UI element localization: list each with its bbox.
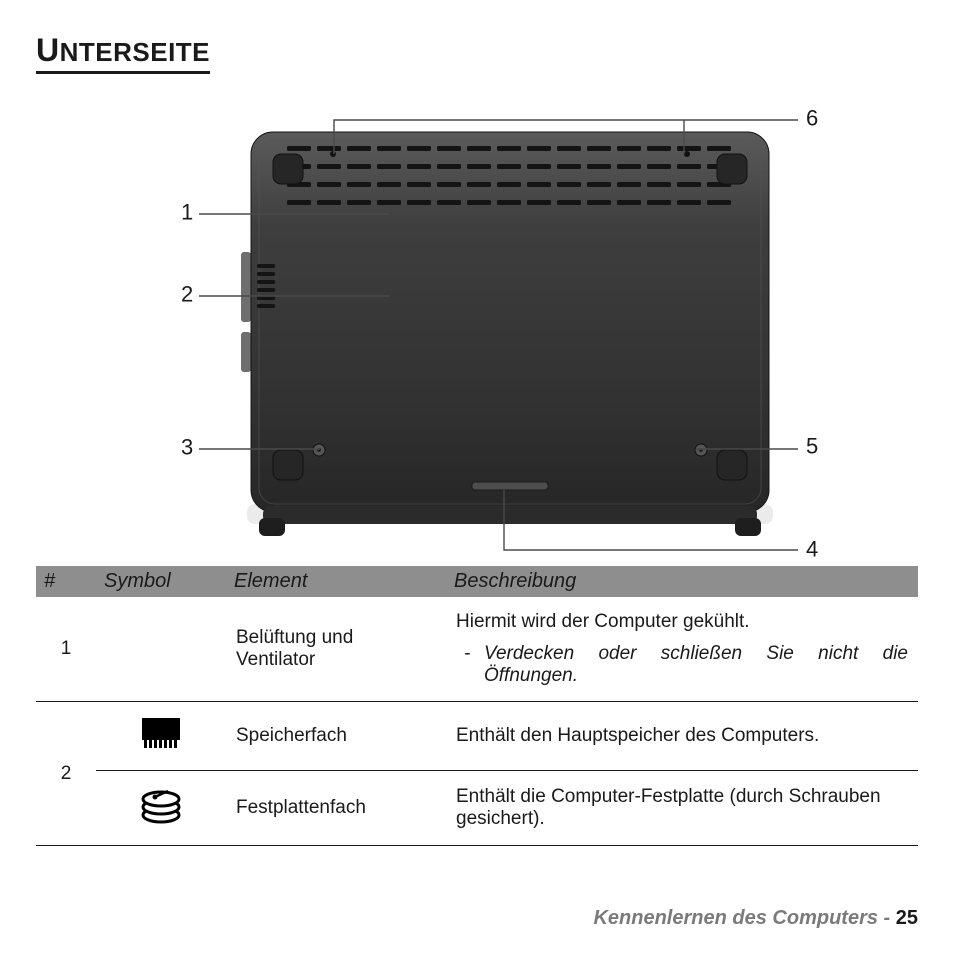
cell-desc-2b: Enthält die Computer-Festplatte (durch S…: [446, 771, 918, 846]
parts-table: # Symbol Element Beschreibung 1 Belüftun…: [36, 566, 918, 846]
page-footer: Kennenlernen des Computers - 25: [593, 907, 918, 930]
callout-label-1: 1: [181, 200, 193, 225]
callout-label-6: 6: [806, 106, 818, 131]
cell-symbol-2a: [96, 702, 226, 771]
memory-icon: [138, 716, 184, 750]
callout-label-5: 5: [806, 434, 818, 459]
cell-element-1: Belüftung und Ventilator: [226, 597, 446, 702]
footer-page-number: 25: [896, 907, 918, 929]
cell-element-2a: Speicherfach: [226, 702, 446, 771]
cell-num-1: 1: [36, 597, 96, 702]
cell-element-2b: Festplattenfach: [226, 771, 446, 846]
table-row: Festplattenfach Enthält die Computer-Fes…: [36, 771, 918, 846]
title-rest: NTERSEITE: [60, 37, 210, 67]
cell-desc-2a: Enthält den Hauptspeicher des Computers.: [446, 702, 918, 771]
cell-desc-1: Hiermit wird der Computer gekühlt. Verde…: [446, 597, 918, 702]
hdd-icon: [138, 785, 184, 825]
underside-diagram: 1 2 3 4 5 6: [36, 74, 918, 566]
table-row: 1 Belüftung und Ventilator Hiermit wird …: [36, 597, 918, 702]
footer-text: Kennenlernen des Computers -: [593, 907, 890, 929]
desc-main-1: Hiermit wird der Computer gekühlt.: [456, 611, 908, 633]
table-header-row: # Symbol Element Beschreibung: [36, 566, 918, 597]
col-header-desc: Beschreibung: [446, 566, 918, 597]
page-title: UNTERSEITE: [36, 32, 210, 74]
callout-label-4: 4: [806, 537, 818, 562]
callout-label-2: 2: [181, 282, 193, 307]
callout-label-3: 3: [181, 435, 193, 460]
title-first-letter: U: [36, 32, 60, 68]
col-header-num: #: [36, 566, 96, 597]
desc-note-1: Verdecken oder schließen Sie nicht die Ö…: [456, 643, 908, 687]
diagram-svg: 1 2 3 4 5 6: [36, 74, 918, 566]
cell-symbol-2b: [96, 771, 226, 846]
table-row: 2 Speicherfach Enthält den Hauptspeicher: [36, 702, 918, 771]
col-header-element: Element: [226, 566, 446, 597]
cell-num-2: 2: [36, 702, 96, 846]
col-header-symbol: Symbol: [96, 566, 226, 597]
cell-symbol-1: [96, 597, 226, 702]
